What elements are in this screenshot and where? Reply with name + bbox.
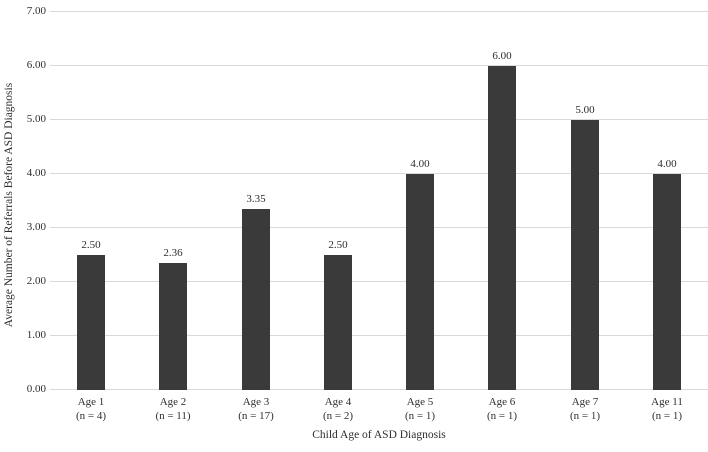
bar-age-1 [77,255,105,390]
bar-age-2 [159,263,187,390]
gridline [50,11,708,12]
bar-age-7 [571,120,599,390]
x-tick-label: Age 5 (n = 1) [404,396,436,422]
bar-value-label: 5.00 [575,104,595,116]
bar-age-4 [324,255,352,390]
x-axis-title: Child Age of ASD Diagnosis [312,429,446,441]
y-tick-label: 7.00 [26,5,46,17]
bar-value-label: 2.36 [163,247,183,259]
x-tick-label: Age 4 (n = 2) [322,396,354,422]
y-tick-label: 5.00 [26,113,46,125]
y-tick-label: 3.00 [26,221,46,233]
bar-value-label: 2.50 [328,239,348,251]
x-tick-label: Age 3 (n = 17) [238,396,274,422]
bar-value-label: 3.35 [246,193,266,205]
bar-value-label: 4.00 [657,158,677,170]
x-tick-label: Age 1 (n = 4) [75,396,107,422]
y-tick-label: 1.00 [26,329,46,341]
gridline [50,65,708,66]
y-tick-label: 4.00 [26,167,46,179]
y-tick-label: 0.00 [26,383,46,395]
gridline [50,281,708,282]
x-tick-label: Age 7 (n = 1) [569,396,601,422]
gridline [50,173,708,174]
x-tick-label: Age 11 (n = 1) [651,396,683,422]
gridline [50,335,708,336]
bar-value-label: 2.50 [81,239,101,251]
bar-value-label: 6.00 [492,50,512,62]
bar-value-label: 4.00 [410,158,430,170]
plot-area: 2.50 2.36 3.35 2.50 4.00 6.00 5.00 4.00 [50,11,708,390]
gridline [50,389,708,390]
bar-age-3 [242,209,270,390]
x-tick-label: Age 6 (n = 1) [486,396,518,422]
gridline [50,119,708,120]
gridline [50,227,708,228]
bar-age-5 [406,174,434,390]
y-tick-label: 2.00 [26,275,46,287]
x-tick-label: Age 2 (n = 11) [155,396,191,422]
bar-age-6 [488,66,516,390]
y-tick-label: 6.00 [26,59,46,71]
bar-age-11 [653,174,681,390]
